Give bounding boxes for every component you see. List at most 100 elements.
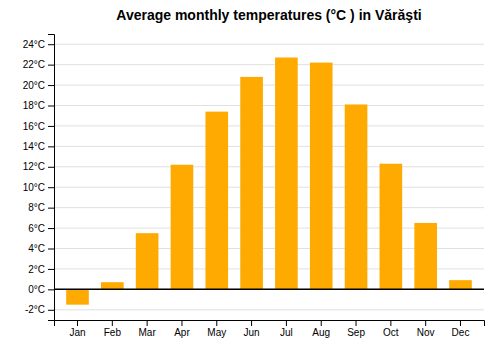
y-tick: 12°C (23, 161, 54, 172)
y-axis-line (48, 35, 55, 321)
y-tick: 4°C (28, 243, 54, 254)
y-tick-label: 12°C (23, 161, 45, 172)
x-tick: Jul (280, 320, 293, 338)
x-tick-mark (286, 320, 287, 326)
y-tick-label: 22°C (23, 59, 45, 70)
y-tick-label: 4°C (28, 243, 45, 254)
x-tick: Aug (312, 320, 330, 338)
bar (345, 104, 368, 289)
y-tick-label: -2°C (25, 304, 45, 315)
x-tick: Dec (452, 320, 470, 338)
grid-line (54, 207, 484, 208)
y-tick-mark (48, 289, 54, 290)
bar (414, 223, 437, 289)
y-tick-label: 20°C (23, 80, 45, 91)
x-tick: Oct (383, 320, 399, 338)
x-tick-mark (251, 320, 252, 326)
grid (54, 44, 484, 310)
y-tick-mark (48, 269, 54, 270)
y-tick: -2°C (25, 304, 54, 315)
x-tick-label: Apr (174, 327, 190, 338)
x-tick: Jun (244, 320, 260, 338)
grid-line (54, 105, 484, 106)
x-tick-mark (460, 320, 461, 326)
grid-line (54, 187, 484, 188)
y-tick-mark (48, 44, 54, 45)
x-tick-label: Feb (104, 327, 122, 338)
x-tick-mark (390, 320, 391, 326)
title: Average monthly temperatures (°C ) in Vă… (116, 7, 421, 23)
x-tick-label: Dec (452, 327, 470, 338)
x-tick-mark (216, 320, 217, 326)
y-tick: 6°C (28, 223, 54, 234)
zero-line (54, 289, 484, 291)
grid-line (54, 64, 484, 65)
x-tick-label: May (207, 327, 226, 338)
x-tick: Mar (139, 320, 157, 338)
y-tick: 20°C (23, 80, 54, 91)
y-tick-mark (48, 228, 54, 229)
bar (275, 57, 298, 289)
bar (240, 77, 263, 289)
y-tick-label: 14°C (23, 141, 45, 152)
y-tick-mark (48, 85, 54, 86)
x-tick-label: Mar (139, 327, 157, 338)
grid-line (54, 289, 484, 290)
bar (380, 164, 403, 290)
x-tick-label: Jun (244, 327, 260, 338)
y-tick-mark (48, 208, 54, 209)
x-tick: May (207, 320, 226, 338)
y-tick-mark (48, 106, 54, 107)
x-tick-mark (147, 320, 148, 326)
x-axis-line (55, 321, 485, 327)
y-tick-label: 6°C (28, 223, 45, 234)
y-tick-mark (48, 187, 54, 188)
plot: -2°C 0°C 2°C 4°C 6°C 8°C 10°C 12°C 14°C 16°C 18°C 2… (23, 35, 485, 339)
y-tick-mark (48, 126, 54, 127)
x-tick-mark (356, 320, 357, 326)
chart: Average monthly temperatures (°C ) in Vă… (0, 0, 500, 350)
y-axis: -2°C 0°C 2°C 4°C 6°C 8°C 10°C 12°C 14°C 16°C 18°C 2… (23, 35, 55, 321)
x-tick-mark (77, 320, 78, 326)
x-tick: Jan (69, 320, 85, 338)
grid-line (54, 166, 484, 167)
y-tick: 16°C (23, 121, 54, 132)
bars (54, 57, 484, 304)
y-tick-mark (48, 146, 54, 147)
y-tick-label: 8°C (28, 202, 45, 213)
y-tick-label: 24°C (23, 39, 45, 50)
bar (449, 280, 472, 289)
y-tick: 18°C (23, 100, 54, 111)
x-tick: Apr (174, 320, 190, 338)
x-tick-mark (321, 320, 322, 326)
x-tick-mark (425, 320, 426, 326)
grid-line (54, 125, 484, 126)
x-tick-label: Sep (347, 327, 365, 338)
y-tick-mark (48, 249, 54, 250)
x-axis: JanFebMarAprMayJunJulAugSepOctNovDec (55, 320, 485, 338)
grid-line (54, 309, 484, 310)
x-tick-label: Oct (383, 327, 399, 338)
x-tick: Sep (347, 320, 365, 338)
chart-container: Average monthly temperatures (°C ) in Vă… (0, 0, 500, 350)
y-tick-label: 2°C (28, 264, 45, 275)
y-tick-label: 0°C (28, 284, 45, 295)
bar (205, 112, 228, 290)
grid-line (54, 146, 484, 147)
y-tick-label: 18°C (23, 100, 45, 111)
grid-line (54, 44, 484, 45)
x-tick-label: Jan (69, 327, 85, 338)
y-tick: 14°C (23, 141, 54, 152)
bar (66, 289, 89, 304)
y-tick-label: 10°C (23, 182, 45, 193)
y-tick: 10°C (23, 182, 54, 193)
y-tick: 2°C (28, 264, 54, 275)
x-tick: Feb (104, 320, 122, 338)
grid-line (54, 85, 484, 86)
y-tick: 22°C (23, 59, 54, 70)
bar (310, 63, 333, 290)
y-tick-mark (48, 310, 54, 311)
bar (136, 233, 159, 289)
x-tick-mark (181, 320, 182, 326)
bar (101, 282, 124, 289)
